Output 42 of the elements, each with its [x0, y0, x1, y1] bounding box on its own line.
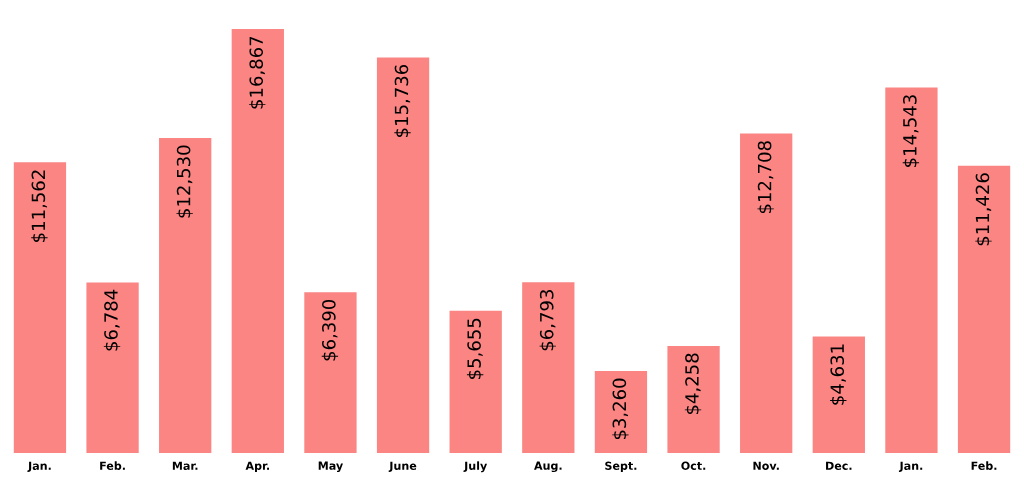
data-label: $16,867 — [249, 36, 266, 109]
x-tick-label: Aug. — [534, 461, 562, 473]
bar — [304, 292, 357, 453]
bar — [957, 165, 1011, 453]
bar — [376, 57, 430, 453]
data-label: $3,260 — [612, 378, 629, 440]
x-tick-label: July — [463, 461, 488, 473]
data-label: $6,390 — [321, 299, 339, 361]
bar — [231, 29, 284, 453]
data-label: $12,708 — [757, 141, 774, 214]
x-tick-label: Mar. — [172, 461, 198, 470]
bar — [13, 162, 67, 453]
x-tick-label: June — [388, 461, 417, 472]
data-label: $6,793 — [539, 290, 556, 351]
data-label: $15,736 — [394, 64, 411, 137]
bar — [159, 138, 212, 453]
bar — [86, 282, 139, 453]
x-tick-label: Feb. — [100, 461, 125, 470]
bar — [740, 133, 793, 453]
data-label: $4,631 — [830, 344, 847, 405]
bar — [594, 371, 648, 453]
data-label: $12,530 — [176, 145, 193, 218]
x-tick-label: Jan. — [898, 461, 923, 472]
x-tick-label: Apr. — [245, 461, 270, 473]
data-label: $14,543 — [902, 95, 920, 167]
x-tick-label: Feb. — [971, 461, 997, 470]
x-tick-label: Oct. — [681, 461, 706, 470]
bar — [667, 345, 720, 453]
data-label: $4,258 — [684, 353, 702, 414]
data-label: $11,426 — [975, 173, 992, 246]
data-label: $5,655 — [466, 318, 484, 379]
bar — [812, 336, 865, 453]
x-tick-label: Nov. — [753, 461, 779, 470]
bar — [522, 282, 575, 453]
x-tick-label: Sept. — [605, 461, 637, 473]
bar — [449, 310, 502, 453]
x-tick-label: Dec. — [826, 461, 852, 470]
data-label: $11,562 — [31, 170, 48, 242]
bar — [885, 87, 938, 453]
data-label: $6,784 — [103, 289, 121, 351]
x-tick-label: May — [318, 461, 343, 473]
x-tick-label: Jan. — [27, 461, 51, 472]
